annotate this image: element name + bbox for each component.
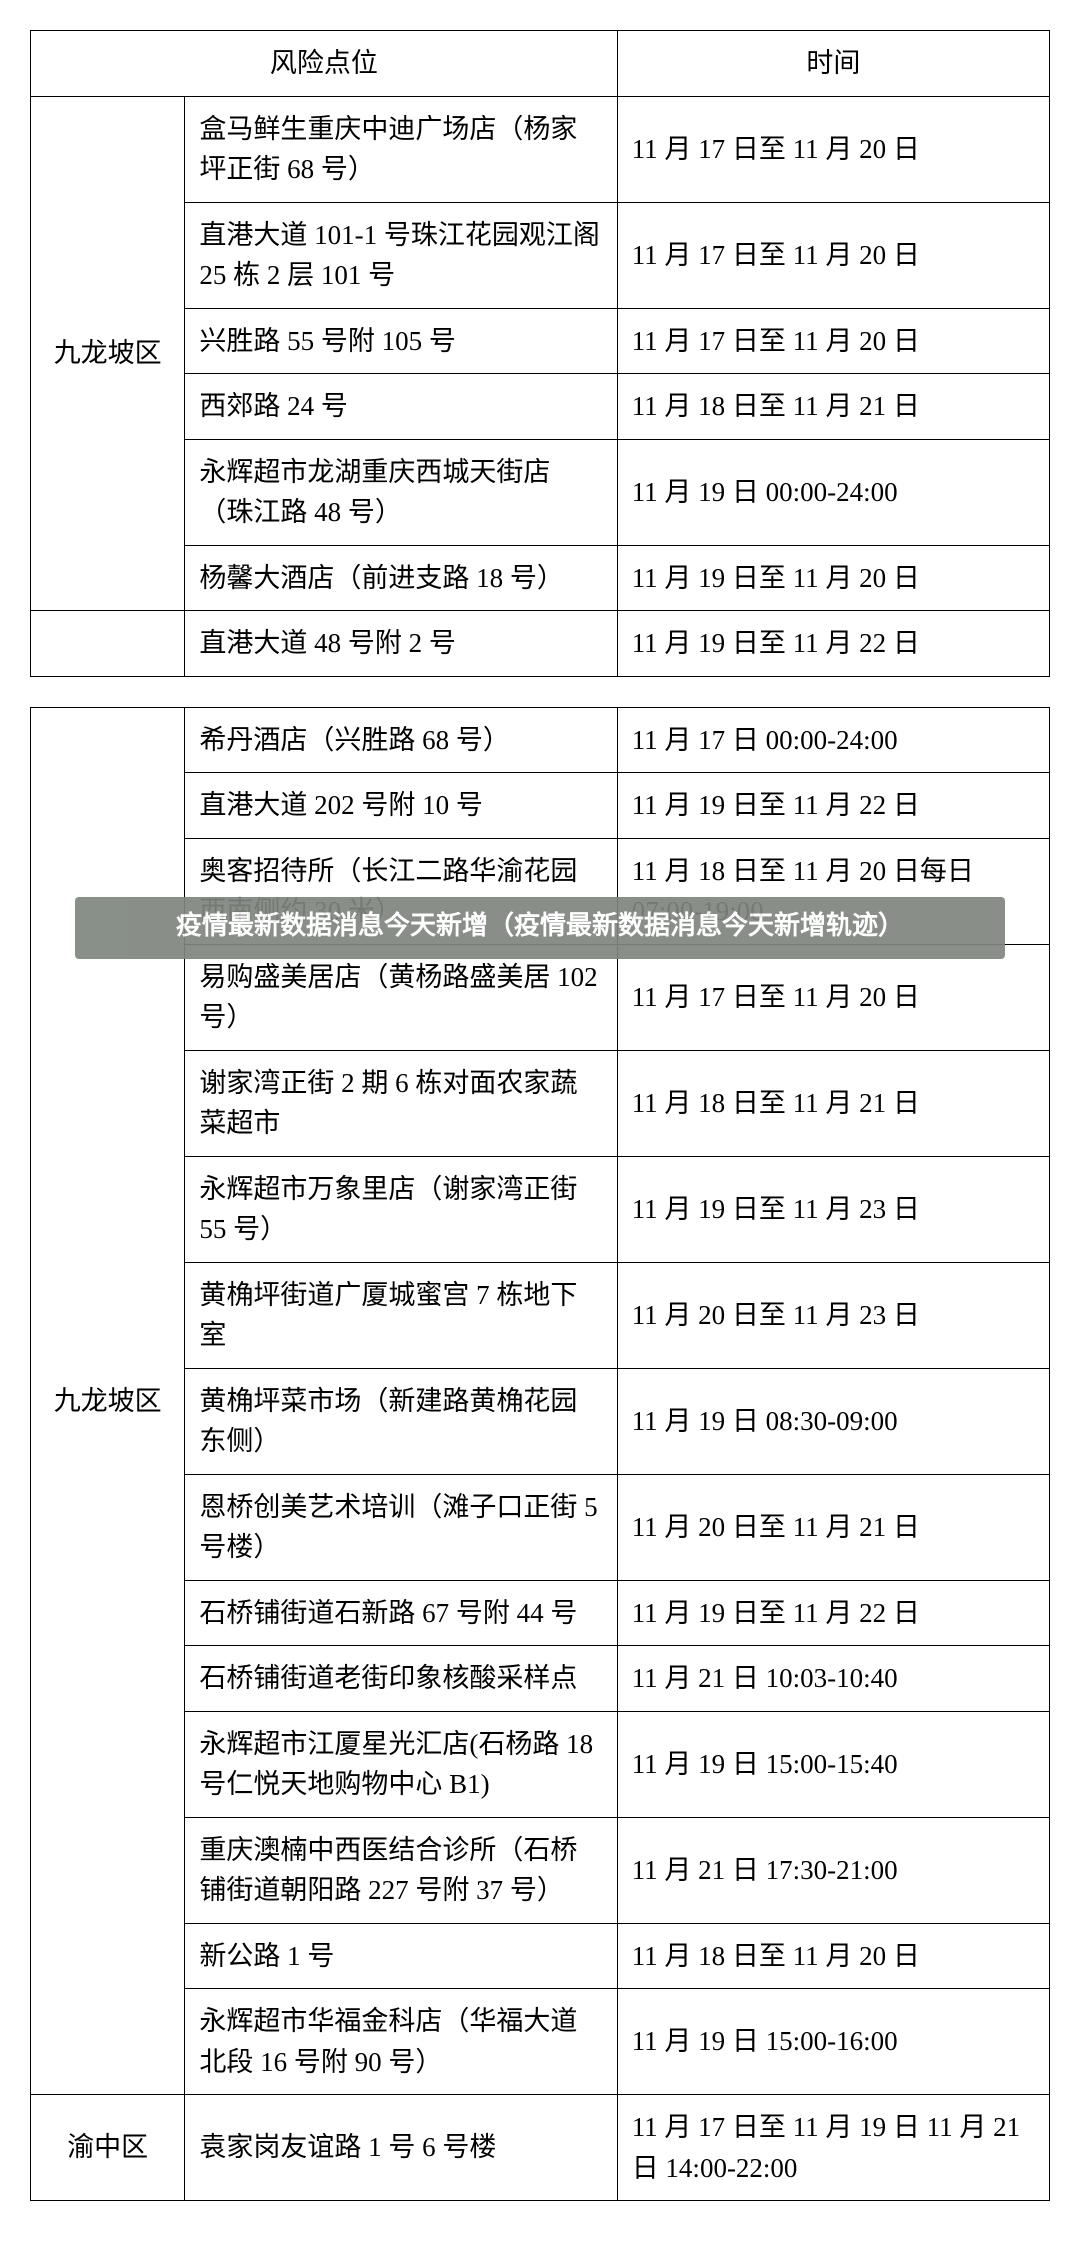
location-cell: 盒马鲜生重庆中迪广场店（杨家坪正街 68 号） xyxy=(185,96,617,202)
table-row: 九龙坡区 盒马鲜生重庆中迪广场店（杨家坪正街 68 号） 11 月 17 日至 … xyxy=(31,96,1050,202)
location-cell: 杨馨大酒店（前进支路 18 号） xyxy=(185,545,617,611)
time-cell: 11 月 17 日至 11 月 19 日 11 月 21 日 14:00-22:… xyxy=(617,2095,1049,2201)
district-cell: 九龙坡区 xyxy=(31,96,185,611)
location-cell: 谢家湾正街 2 期 6 栋对面农家蔬菜超市 xyxy=(185,1050,617,1156)
location-cell: 永辉超市华福金科店（华福大道北段 16 号附 90 号） xyxy=(185,1989,617,2095)
time-cell: 11 月 20 日至 11 月 23 日 xyxy=(617,1262,1049,1368)
page-container: 风险点位 时间 九龙坡区 盒马鲜生重庆中迪广场店（杨家坪正街 68 号） 11 … xyxy=(30,30,1050,2201)
time-cell: 11 月 20 日至 11 月 21 日 xyxy=(617,1474,1049,1580)
time-cell: 11 月 18 日至 11 月 21 日 xyxy=(617,1050,1049,1156)
location-cell: 石桥铺街道老街印象核酸采样点 xyxy=(185,1646,617,1712)
time-cell: 11 月 19 日至 11 月 22 日 xyxy=(617,611,1049,677)
time-cell: 11 月 19 日至 11 月 20 日 xyxy=(617,545,1049,611)
time-cell: 11 月 17 日至 11 月 20 日 xyxy=(617,202,1049,308)
time-cell: 11 月 19 日 08:30-09:00 xyxy=(617,1368,1049,1474)
location-cell: 希丹酒店（兴胜路 68 号） xyxy=(185,707,617,773)
time-cell: 11 月 19 日至 11 月 23 日 xyxy=(617,1156,1049,1262)
location-cell: 兴胜路 55 号附 105 号 xyxy=(185,308,617,374)
district-cell: 渝中区 xyxy=(31,2095,185,2201)
time-cell: 11 月 17 日至 11 月 20 日 xyxy=(617,96,1049,202)
time-cell: 11 月 19 日至 11 月 22 日 xyxy=(617,773,1049,839)
district-cell-empty xyxy=(31,611,185,677)
time-cell: 11 月 18 日至 11 月 21 日 xyxy=(617,374,1049,440)
location-cell: 直港大道 202 号附 10 号 xyxy=(185,773,617,839)
time-cell: 11 月 19 日 00:00-24:00 xyxy=(617,439,1049,545)
location-cell: 易购盛美居店（黄杨路盛美居 102 号） xyxy=(185,944,617,1050)
time-cell: 11 月 17 日 00:00-24:00 xyxy=(617,707,1049,773)
time-cell: 11 月 21 日 17:30-21:00 xyxy=(617,1817,1049,1923)
location-cell: 石桥铺街道石新路 67 号附 44 号 xyxy=(185,1580,617,1646)
location-cell: 永辉超市江厦星光汇店(石杨路 18 号仁悦天地购物中心 B1) xyxy=(185,1711,617,1817)
time-cell: 11 月 19 日 15:00-15:40 xyxy=(617,1711,1049,1817)
location-cell: 黄桷坪菜市场（新建路黄桷花园东侧） xyxy=(185,1368,617,1474)
table-header-row: 风险点位 时间 xyxy=(31,31,1050,97)
location-cell: 恩桥创美艺术培训（滩子口正街 5 号楼） xyxy=(185,1474,617,1580)
time-cell: 11 月 17 日至 11 月 20 日 xyxy=(617,308,1049,374)
location-cell: 黄桷坪街道广厦城蜜宫 7 栋地下室 xyxy=(185,1262,617,1368)
location-cell: 新公路 1 号 xyxy=(185,1923,617,1989)
header-time: 时间 xyxy=(617,31,1049,97)
time-cell: 11 月 19 日 15:00-16:00 xyxy=(617,1989,1049,2095)
time-cell: 11 月 19 日至 11 月 22 日 xyxy=(617,1580,1049,1646)
time-cell: 11 月 17 日至 11 月 20 日 xyxy=(617,944,1049,1050)
location-cell: 直港大道 101-1 号珠江花园观江阁 25 栋 2 层 101 号 xyxy=(185,202,617,308)
location-cell: 重庆澳楠中西医结合诊所（石桥铺街道朝阳路 227 号附 37 号） xyxy=(185,1817,617,1923)
risk-table-1: 风险点位 时间 九龙坡区 盒马鲜生重庆中迪广场店（杨家坪正街 68 号） 11 … xyxy=(30,30,1050,677)
location-cell: 直港大道 48 号附 2 号 xyxy=(185,611,617,677)
header-risk-points: 风险点位 xyxy=(31,31,618,97)
location-cell: 袁家岗友谊路 1 号 6 号楼 xyxy=(185,2095,617,2201)
table-row: 渝中区 袁家岗友谊路 1 号 6 号楼 11 月 17 日至 11 月 19 日… xyxy=(31,2095,1050,2201)
location-cell: 西郊路 24 号 xyxy=(185,374,617,440)
location-cell: 永辉超市万象里店（谢家湾正街 55 号） xyxy=(185,1156,617,1262)
location-cell: 永辉超市龙湖重庆西城天街店（珠江路 48 号） xyxy=(185,439,617,545)
time-cell: 11 月 18 日至 11 月 20 日 xyxy=(617,1923,1049,1989)
overlay-banner: 疫情最新数据消息今天新增（疫情最新数据消息今天新增轨迹） xyxy=(75,897,1005,959)
table-row: 九龙坡区 希丹酒店（兴胜路 68 号） 11 月 17 日 00:00-24:0… xyxy=(31,707,1050,773)
time-cell: 11 月 21 日 10:03-10:40 xyxy=(617,1646,1049,1712)
table-row: 直港大道 48 号附 2 号 11 月 19 日至 11 月 22 日 xyxy=(31,611,1050,677)
